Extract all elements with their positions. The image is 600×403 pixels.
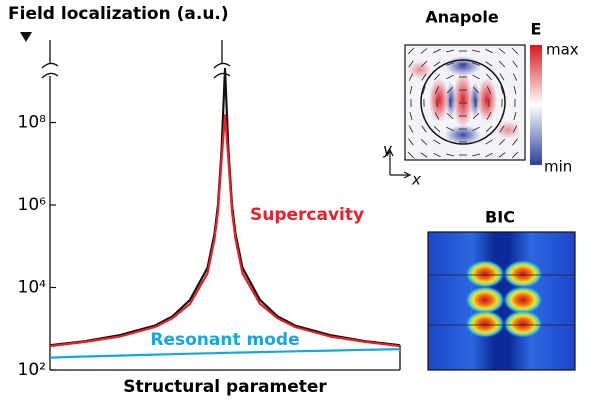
field-arrow — [475, 98, 477, 108]
field-arrow — [446, 49, 454, 53]
field-arrow — [433, 152, 441, 158]
field-arrow — [434, 86, 440, 94]
field-label: E — [531, 20, 542, 39]
field-arrow — [420, 152, 428, 158]
field-arrow — [511, 151, 519, 159]
field-arrow — [446, 74, 454, 80]
coord-x: x — [411, 171, 421, 189]
colorbar-min: min — [544, 158, 572, 176]
field-arrow — [512, 125, 518, 133]
field-arrow — [420, 60, 428, 68]
colorbar-max: max — [546, 41, 579, 59]
field-arrow — [472, 140, 480, 144]
field-arrow — [433, 48, 441, 54]
y-tick-label: 10⁸ — [18, 113, 47, 133]
field-arrow — [485, 152, 493, 158]
series-label: Resonant mode — [150, 330, 299, 350]
bic-map — [427, 231, 576, 371]
y-tick-label: 10⁶ — [18, 195, 47, 215]
field-arrow — [485, 73, 493, 81]
field-arrow — [422, 86, 426, 94]
field-arrow — [407, 151, 415, 159]
field-arrow — [513, 86, 517, 94]
field-arrow — [420, 138, 428, 146]
axis-break — [41, 62, 59, 79]
field-arrow — [472, 86, 480, 94]
field-arrow — [472, 112, 480, 120]
field-arrow — [485, 139, 493, 145]
field-arrow — [408, 138, 414, 146]
field-arrow — [472, 49, 480, 53]
colorbar — [530, 45, 542, 165]
y-tick-label: 10⁴ — [18, 278, 47, 298]
field-arrow — [485, 125, 493, 133]
field-arrow — [446, 153, 454, 157]
field-arrow — [500, 86, 504, 94]
y-tick-label: 10² — [18, 360, 46, 380]
series-label: Supercavity — [250, 205, 364, 225]
series-line — [49, 114, 401, 348]
field-arrow — [446, 140, 454, 144]
field-arrow — [498, 48, 506, 54]
series-line — [49, 67, 401, 347]
field-arrow — [486, 86, 492, 94]
plot-area: 10² 10⁴ 10⁶ 10⁸ Supercavity Resonant mode — [18, 67, 401, 380]
axis-arrow — [20, 32, 32, 42]
field-arrow — [408, 60, 414, 68]
inset-title: BIC — [485, 208, 515, 227]
field-arrow — [499, 73, 505, 81]
field-arrow — [446, 62, 454, 66]
field-arrow — [472, 62, 480, 66]
field-arrow — [433, 61, 441, 67]
field-arrow — [472, 153, 480, 157]
coord-axes — [386, 148, 412, 179]
field-arrow — [420, 48, 428, 54]
field-arrow — [433, 139, 441, 145]
field-arrow — [485, 48, 493, 54]
field-arrow — [446, 126, 454, 132]
field-arrow — [434, 112, 440, 120]
field-arrow — [409, 86, 413, 94]
field-arrow — [433, 125, 441, 133]
field-arrow — [511, 47, 519, 55]
field-arrow — [498, 152, 506, 158]
series-line — [49, 348, 401, 359]
field-arrow — [498, 138, 506, 146]
field-arrow — [408, 73, 414, 81]
field-arrow — [408, 125, 414, 133]
field-arrow — [433, 73, 441, 81]
field-arrow — [409, 112, 413, 120]
coord-y: y — [382, 141, 393, 159]
field-arrow — [485, 61, 493, 67]
axis-break — [213, 62, 231, 79]
field-arrow — [422, 112, 426, 120]
inset-title: Anapole — [425, 8, 499, 27]
field-arrow — [472, 74, 480, 80]
field-arrow — [449, 98, 451, 108]
field-arrow — [498, 60, 506, 68]
field-arrow — [512, 60, 518, 68]
field-arrow — [500, 112, 504, 120]
field-arrow — [421, 73, 427, 81]
field-arrow — [407, 47, 415, 55]
field-arrow — [421, 125, 427, 133]
field-arrow — [486, 112, 492, 120]
field-arrow — [472, 126, 480, 132]
field-arrow — [446, 112, 454, 120]
chart-title: Field localization (a.u.) — [8, 4, 229, 24]
field-arrow — [512, 138, 518, 146]
x-axis-label: Structural parameter — [123, 377, 327, 397]
field-arrow — [512, 73, 518, 81]
anapole-map — [404, 44, 526, 161]
field-arrow — [513, 112, 517, 120]
field-arrow — [499, 125, 505, 133]
field-arrow — [446, 86, 454, 94]
